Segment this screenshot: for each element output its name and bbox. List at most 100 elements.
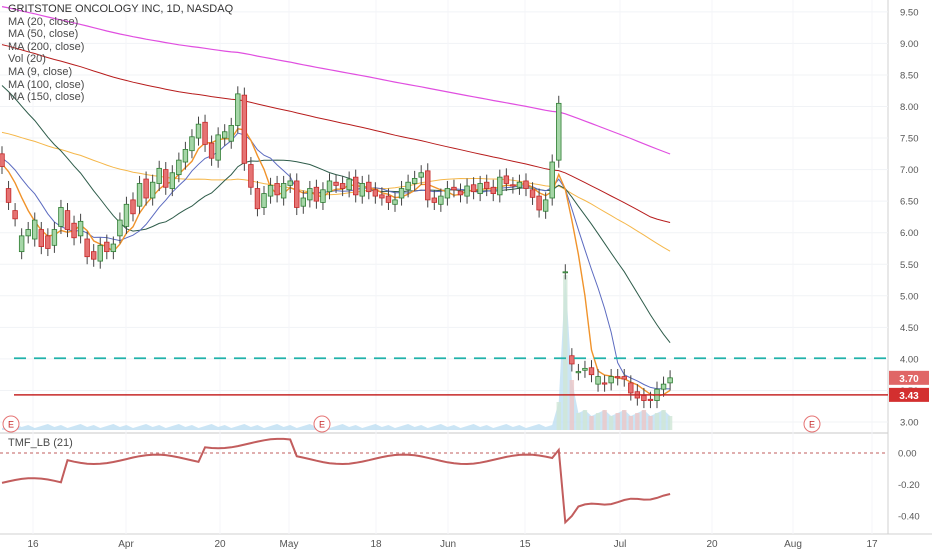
volume-bar (648, 416, 653, 430)
candle-body (261, 193, 267, 208)
candle-body (497, 176, 503, 196)
tmf-panel: TMF_LB (21) (0, 437, 888, 525)
y-tick-label: 9.50 (900, 7, 919, 18)
candle-body (451, 186, 457, 191)
x-tick-label: Apr (118, 539, 134, 550)
volume-layer (2, 275, 673, 430)
volume-bar (576, 413, 581, 430)
candle-body (529, 189, 536, 198)
candle-body (352, 176, 359, 196)
candle-body (110, 243, 117, 253)
legend-ma150[interactable]: MA (150, close) (8, 91, 85, 104)
candle-body (588, 367, 595, 376)
candle-body (149, 181, 156, 199)
candle-body (523, 180, 529, 189)
tmf-y-tick-label: -0.20 (898, 480, 920, 491)
legend-ma100[interactable]: MA (100, close) (8, 78, 85, 91)
x-tick-label: 20 (214, 539, 226, 550)
candle-body (516, 181, 523, 188)
candle-body (595, 376, 601, 385)
candle-body (64, 210, 71, 230)
y-tick-label: 8.00 (900, 102, 919, 113)
earnings-marker-label: E (319, 420, 325, 430)
candle-body (326, 180, 333, 193)
volume-bar (563, 275, 568, 430)
candle-body (274, 183, 280, 196)
candle-body (12, 210, 18, 220)
candle-body (647, 398, 654, 401)
candle-body (483, 181, 490, 189)
earnings-marker (2, 415, 20, 433)
candle-body (569, 355, 575, 365)
candle-body (608, 376, 614, 384)
candle-body (490, 186, 496, 194)
candle-body (313, 186, 320, 202)
candle-body (5, 188, 12, 203)
chart-title: GRITSTONE ONCOLOGY INC, 1D, NASDAQ (8, 3, 234, 15)
candle-body (91, 251, 97, 260)
last-price-tag (889, 370, 929, 385)
volume-bar (602, 410, 607, 430)
candle-body (601, 382, 608, 385)
ma20-line (1, 85, 671, 344)
candle-body (195, 123, 202, 139)
ma50-line (1, 131, 671, 252)
candle-body (25, 229, 31, 237)
candle-body (333, 181, 339, 186)
y-tick-label: 4.50 (900, 323, 919, 334)
legend-ma50[interactable]: MA (50, close) (8, 28, 79, 41)
legend-ma20[interactable]: MA (20, close) (8, 15, 79, 28)
y-tick-label: 5.50 (900, 260, 919, 271)
candle-body (405, 181, 411, 191)
candle-body (123, 203, 130, 227)
candle-body (392, 199, 398, 205)
candle-body (84, 238, 90, 258)
candle-body (221, 131, 228, 139)
support-price-label: 3.43 (899, 391, 919, 402)
candle-body (202, 121, 208, 145)
candle-body (300, 197, 306, 207)
volume-bar (654, 413, 660, 430)
candle-body (280, 183, 287, 199)
candle-body (241, 94, 248, 164)
tmf-y-tick-label: -0.40 (898, 512, 920, 523)
legend-ma9[interactable]: MA (9, close) (8, 65, 73, 78)
candle-body (228, 125, 234, 142)
earnings-marker-label: E (8, 420, 14, 430)
candle-body (549, 161, 555, 199)
candles (0, 86, 673, 409)
candle-body (182, 149, 189, 163)
earnings-marker-label: E (809, 420, 815, 430)
candle-body (372, 189, 379, 197)
y-tick-label: 7.00 (900, 165, 919, 176)
candle-body (660, 383, 667, 390)
volume-bar (595, 413, 601, 430)
candle-body (294, 180, 300, 208)
candle-body (621, 376, 627, 380)
candle-body (267, 184, 274, 197)
x-tick-label: 15 (519, 539, 531, 550)
volume-bar (622, 410, 627, 430)
legend-vol20[interactable]: Vol (20) (8, 53, 46, 66)
candle-body (346, 178, 352, 191)
volume-bar (608, 416, 614, 430)
candle-body (411, 178, 418, 184)
legend-ma200[interactable]: MA (200, close) (8, 40, 85, 53)
y-tick-label: 8.50 (900, 70, 919, 81)
candle-body (510, 184, 516, 187)
axes: 3.003.504.004.505.005.506.006.507.007.50… (27, 7, 929, 550)
candle-body (287, 180, 293, 186)
candle-body (51, 229, 58, 246)
candle-body (339, 183, 346, 189)
volume-bar (569, 380, 575, 430)
y-tick-label: 6.00 (900, 228, 919, 239)
candle-body (425, 170, 431, 201)
candle-body (575, 371, 582, 374)
candle-body (379, 194, 385, 199)
candle-body (366, 181, 372, 193)
candle-body (307, 188, 313, 201)
ma100-line (1, 44, 671, 223)
candle-body (18, 235, 25, 253)
candle-body (536, 195, 542, 211)
